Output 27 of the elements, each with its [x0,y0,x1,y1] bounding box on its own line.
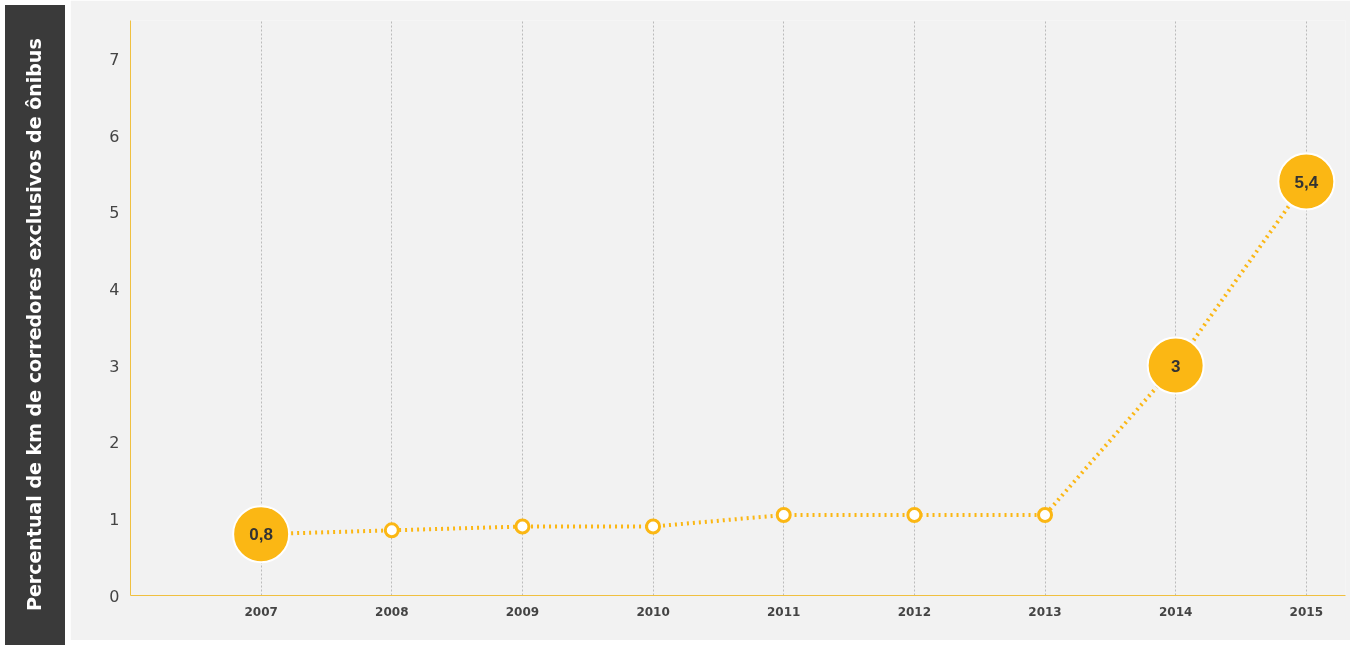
x-tick-label: 2007 [244,604,278,619]
x-tick-label: 2009 [505,604,540,619]
y-axis-title: Percentual de km de corredores exclusivos de ônibus [22,38,47,612]
y-tick-label: 5 [109,203,120,223]
point [383,522,400,539]
x-tick-label: 2012 [897,604,932,619]
point [645,518,662,535]
y-tick-label: 1 [109,509,120,529]
y-tick-label: 7 [109,49,120,69]
x-tick-label: 2008 [375,604,409,619]
data-label: 0,8 [249,525,273,545]
data-label: 5,4 [1294,172,1319,192]
x-tick-label: 2013 [1028,604,1062,619]
x-tick-label: 2014 [1158,604,1193,619]
point [514,518,531,535]
y-tick-label: 2 [109,433,120,453]
x-tick-label: 2010 [636,604,670,619]
y-tick-label: 6 [109,126,120,146]
point [775,507,792,523]
y-tick-label: 4 [109,279,120,299]
x-tick-label: 2011 [767,604,801,619]
data-label: 3 [1170,356,1181,376]
y-tick-label: 3 [109,356,120,376]
x-tick-label: 2015 [1289,604,1324,619]
point [906,507,923,523]
y-tick-label: 0 [109,586,120,606]
point [1037,507,1054,523]
